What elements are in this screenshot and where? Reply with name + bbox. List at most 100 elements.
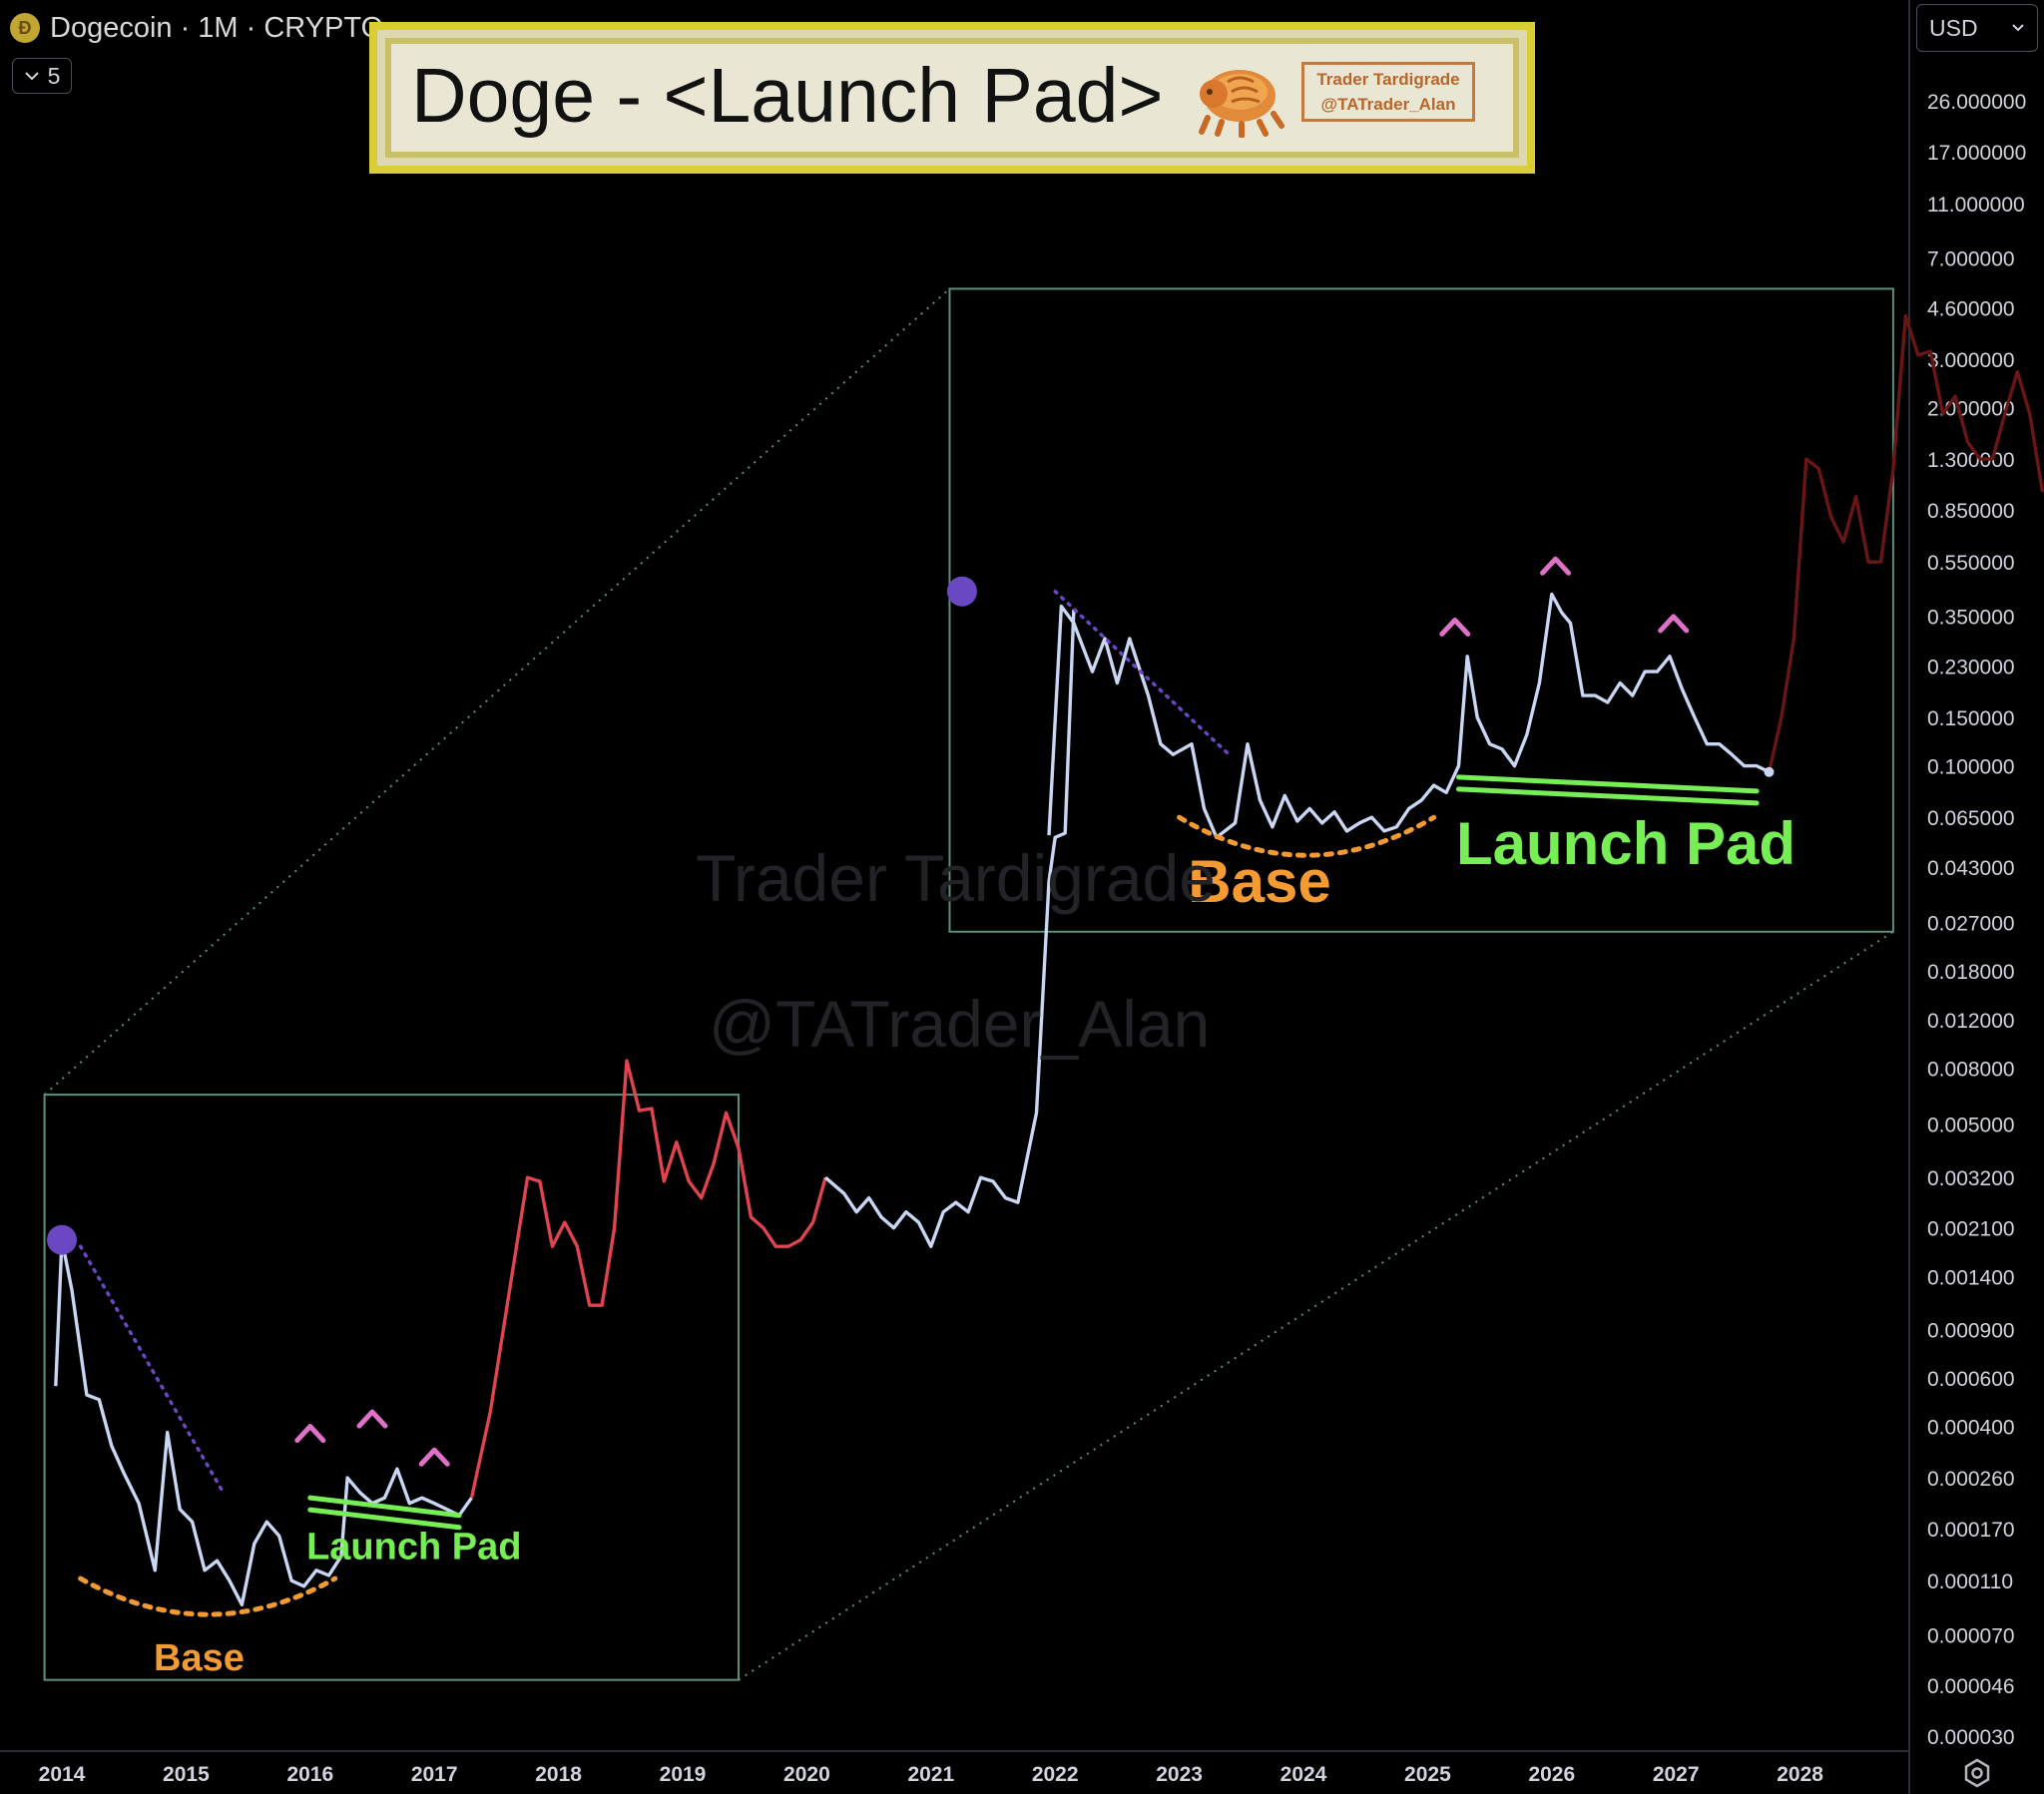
- y-tick-label: 0.000070: [1927, 1624, 2015, 1647]
- annotation-label: Launch Pad: [306, 1526, 521, 1568]
- title-banner-inner: Doge - <Launch Pad> Trader Tardigrade @T…: [385, 38, 1519, 158]
- annotation-label: Base: [1188, 848, 1330, 915]
- title-banner: Doge - <Launch Pad> Trader Tardigrade @T…: [369, 22, 1535, 174]
- y-tick-label: 26.000000: [1927, 91, 2026, 114]
- x-tick-label: 2026: [1528, 1763, 1575, 1786]
- y-tick-label: 11.000000: [1927, 194, 2025, 217]
- start-dot-marker: [47, 1224, 77, 1255]
- x-tick-label: 2023: [1156, 1763, 1203, 1786]
- y-tick-label: 0.000900: [1927, 1319, 2015, 1342]
- y-tick-label: 3.000000: [1927, 349, 2015, 372]
- peak-caret-marker: [1658, 614, 1690, 634]
- peak-caret-marker: [418, 1447, 450, 1467]
- launch-pad-support: [1456, 774, 1760, 794]
- y-tick-label: 0.002100: [1927, 1218, 2015, 1241]
- chevron-down-icon: [24, 72, 39, 81]
- y-tick-label: 0.018000: [1927, 961, 2015, 984]
- x-tick-label: 2025: [1404, 1763, 1451, 1786]
- y-tick-label: 4.600000: [1927, 298, 2015, 321]
- brand-handle: @TATrader_Alan: [1320, 95, 1456, 114]
- y-tick-label: 0.000400: [1927, 1416, 2015, 1439]
- brand-name: Trader Tardigrade: [1316, 70, 1460, 89]
- x-tick-label: 2020: [783, 1763, 830, 1786]
- y-tick-label: 0.027000: [1927, 913, 2015, 936]
- x-tick-label: 2019: [660, 1763, 707, 1786]
- x-tick-label: 2015: [163, 1763, 210, 1786]
- series-line-projection: [469, 1059, 827, 1499]
- annotation-label: Base: [154, 1637, 245, 1679]
- y-tick-label: 0.000046: [1927, 1675, 2015, 1698]
- launch-pad-support: [1456, 786, 1760, 806]
- watermark-handle: @TATrader_Alan: [709, 987, 1211, 1061]
- x-tick-label: 2028: [1777, 1763, 1823, 1786]
- chart-title: Doge - <Launch Pad>: [411, 53, 1164, 139]
- zoom-connector-top: [43, 287, 951, 1096]
- y-tick-label: 0.000030: [1927, 1726, 2015, 1749]
- y-tick-label: 17.000000: [1927, 142, 2026, 165]
- peak-caret-marker: [1439, 617, 1471, 637]
- series-line-price: [54, 1238, 473, 1606]
- currency-select[interactable]: USD: [1916, 4, 2038, 52]
- zoom-frame-1: [43, 1094, 740, 1681]
- settings-icon[interactable]: [1962, 1758, 1992, 1788]
- launch-pad-support: [307, 1495, 462, 1519]
- y-axis: 26.000000 17.000000 11.000000 7.000000 4.600…: [1908, 0, 2026, 1794]
- x-tick-label: 2027: [1653, 1763, 1700, 1786]
- y-tick-label: 0.230000: [1927, 657, 2015, 679]
- zoom-frames: [43, 287, 1894, 1681]
- launch-pad-support: [307, 1507, 462, 1531]
- y-tick-label: 0.150000: [1927, 707, 2015, 730]
- y-tick-label: 0.000260: [1927, 1468, 2015, 1491]
- y-tick-label: 0.043000: [1927, 857, 2015, 880]
- y-tick-label: 0.350000: [1927, 606, 2015, 629]
- peak-caret-marker: [1540, 556, 1572, 576]
- price-series: [54, 314, 2044, 1606]
- x-tick-label: 2021: [907, 1763, 954, 1786]
- y-tick-label: 0.001400: [1927, 1266, 2015, 1289]
- indicator-count: 5: [47, 62, 61, 89]
- zoom-frame-2: [948, 287, 1894, 933]
- chevron-down-icon: [2012, 24, 2024, 32]
- base-arc: [78, 1575, 338, 1617]
- series-line-price: [823, 609, 1076, 1248]
- annotation-layer: Launch Pad Base Launch Pad Base: [47, 556, 1795, 1679]
- y-tick-label: 0.100000: [1927, 756, 2015, 779]
- y-tick-label: 0.000170: [1927, 1519, 2015, 1542]
- current-price-dot: [1764, 766, 1775, 777]
- x-axis: 2014 2015 2016 2017 2018 2019 2020 2021 2022 2023…: [0, 1750, 1909, 1786]
- symbol-title: Dogecoin · 1M · CRYPTO: [50, 11, 384, 44]
- y-tick-label: 0.000600: [1927, 1368, 2015, 1391]
- annotation-label: Launch Pad: [1456, 810, 1795, 877]
- x-tick-label: 2024: [1280, 1763, 1327, 1786]
- series-line-inset: [1047, 592, 1771, 839]
- indicator-toggle-button[interactable]: 5: [12, 58, 72, 94]
- y-tick-label: 0.005000: [1927, 1115, 2015, 1137]
- symbol-header[interactable]: Ð Dogecoin · 1M · CRYPTO: [10, 8, 383, 48]
- x-tick-label: 2016: [286, 1763, 333, 1786]
- peak-caret-marker: [356, 1409, 388, 1429]
- x-tick-label: 2017: [411, 1763, 458, 1786]
- brand-box: Trader Tardigrade @TATrader_Alan: [1301, 62, 1475, 122]
- downtrend-dotted-line: [78, 1244, 226, 1495]
- y-tick-label: 0.550000: [1927, 552, 2015, 575]
- dogecoin-icon: Ð: [10, 13, 40, 43]
- x-tick-label: 2018: [535, 1763, 582, 1786]
- watermark-name: Trader Tardigrade: [696, 841, 1216, 915]
- y-tick-label: 7.000000: [1927, 247, 2015, 270]
- start-dot-marker: [946, 576, 977, 607]
- tardigrade-logo-icon: [1199, 70, 1284, 138]
- y-tick-label: 0.012000: [1927, 1010, 2015, 1033]
- x-tick-label: 2014: [39, 1763, 86, 1786]
- y-tick-label: 0.000110: [1927, 1570, 2013, 1593]
- peak-caret-marker: [294, 1424, 326, 1444]
- y-tick-label: 0.008000: [1927, 1058, 2015, 1081]
- y-tick-label: 0.850000: [1927, 500, 2015, 523]
- x-tick-label: 2022: [1032, 1763, 1079, 1786]
- y-tick-label: 0.065000: [1927, 807, 2015, 830]
- y-tick-label: 1.300000: [1927, 449, 2015, 472]
- series-line-inset-projection: [1767, 314, 2044, 773]
- downtrend-dotted-line: [1053, 589, 1232, 756]
- zoom-connector-bottom: [738, 930, 1894, 1681]
- y-tick-label: 0.003200: [1927, 1167, 2015, 1190]
